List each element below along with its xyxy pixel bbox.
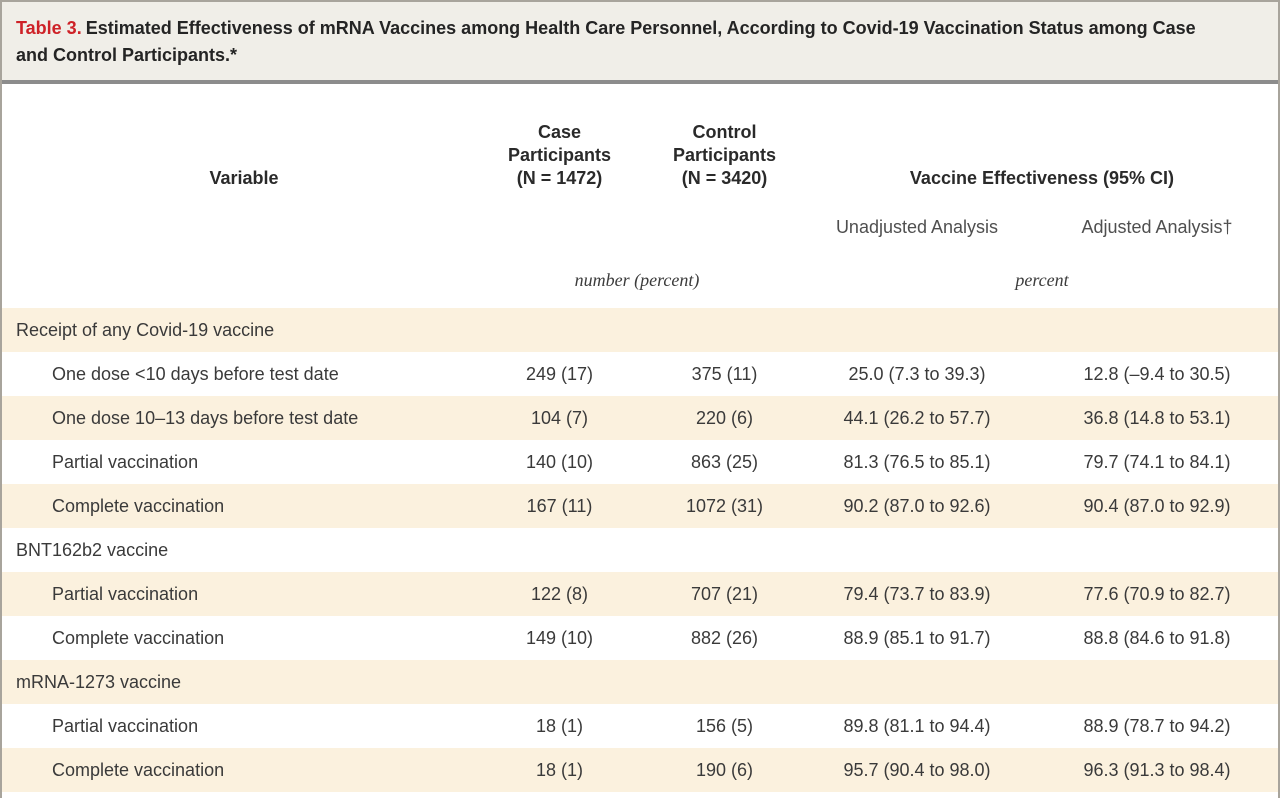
section-row: BNT162b2 vaccine	[2, 528, 1278, 572]
section-row-label: Receipt of any Covid-19 vaccine	[16, 319, 275, 340]
cell-control-participants: 707 (21)	[690, 583, 759, 604]
cell-unadjusted-effectiveness: 88.9 (85.1 to 91.7)	[843, 627, 991, 648]
section-row: mRNA-1273 vaccine	[2, 660, 1278, 704]
cell-adjusted-effectiveness: 90.4 (87.0 to 92.9)	[1083, 495, 1231, 516]
cell-variable: Partial vaccination	[52, 583, 199, 604]
column-header-vaccine-effectiveness: Vaccine Effectiveness (95% CI)	[909, 168, 1175, 188]
table-header-row: Variable Case Participants (N = 1472) Co…	[2, 84, 1278, 202]
cell-control-participants: 1072 (31)	[685, 495, 764, 516]
cell-variable: Complete vaccination	[52, 627, 225, 648]
cell-unadjusted-effectiveness: 90.2 (87.0 to 92.6)	[843, 495, 991, 516]
cell-control-participants: 375 (11)	[691, 363, 758, 384]
section-row-label: BNT162b2 vaccine	[16, 539, 169, 560]
cell-unadjusted-effectiveness: 25.0 (7.3 to 39.3)	[848, 363, 986, 384]
cell-control-participants: 863 (25)	[690, 451, 759, 472]
table-title-block: Table 3. Estimated Effectiveness of mRNA …	[2, 2, 1278, 84]
cell-case-participants: 104 (7)	[530, 407, 589, 428]
table-row: One dose 10–13 days before test date 104…	[2, 396, 1278, 440]
table-number-label: Table 3.	[16, 18, 82, 38]
cell-case-participants: 18 (1)	[535, 715, 584, 736]
cell-unadjusted-effectiveness: 95.7 (90.4 to 98.0)	[843, 759, 991, 780]
cell-unadjusted-effectiveness: 79.4 (73.7 to 83.9)	[843, 583, 991, 604]
column-header-control-participants: Control Participants (N = 3420)	[672, 122, 777, 188]
cell-unadjusted-effectiveness: 44.1 (26.2 to 57.7)	[843, 407, 991, 428]
cell-variable: Partial vaccination	[52, 451, 199, 472]
column-header-case-participants: Case Participants (N = 1472)	[507, 122, 612, 188]
cell-adjusted-effectiveness: 88.9 (78.7 to 94.2)	[1083, 715, 1231, 736]
table-row: One dose <10 days before test date 249 (…	[2, 352, 1278, 396]
cell-variable: Complete vaccination	[52, 495, 225, 516]
section-row-label: mRNA-1273 vaccine	[16, 671, 182, 692]
cell-case-participants: 167 (11)	[526, 495, 593, 516]
cell-control-participants: 190 (6)	[695, 759, 754, 780]
table-row: Complete vaccination 167 (11) 1072 (31) …	[2, 484, 1278, 528]
cell-variable: One dose <10 days before test date	[52, 363, 339, 384]
section-row: Receipt of any Covid-19 vaccine	[2, 308, 1278, 352]
table-row: Partial vaccination 140 (10) 863 (25) 81…	[2, 440, 1278, 484]
cell-adjusted-effectiveness: 12.8 (–9.4 to 30.5)	[1083, 363, 1231, 384]
units-label-percent: percent	[1015, 269, 1069, 290]
cell-control-participants: 156 (5)	[695, 715, 754, 736]
cell-case-participants: 140 (10)	[525, 451, 594, 472]
cell-unadjusted-effectiveness: 81.3 (76.5 to 85.1)	[843, 451, 991, 472]
table-title-text: Estimated Effectiveness of mRNA Vaccines…	[16, 18, 1196, 65]
cell-case-participants: 149 (10)	[525, 627, 594, 648]
cell-case-participants: 122 (8)	[530, 583, 589, 604]
cell-control-participants: 882 (26)	[690, 627, 759, 648]
cell-case-participants: 18 (1)	[535, 759, 584, 780]
cell-control-participants: 220 (6)	[695, 407, 754, 428]
units-label-number-percent: number (percent)	[574, 269, 700, 290]
table-body: Receipt of any Covid-19 vaccine One dose…	[2, 308, 1278, 792]
cell-adjusted-effectiveness: 36.8 (14.8 to 53.1)	[1083, 407, 1231, 428]
cell-adjusted-effectiveness: 96.3 (91.3 to 98.4)	[1083, 759, 1231, 780]
column-subheader-unadjusted-analysis: Unadjusted Analysis	[835, 216, 999, 237]
cell-adjusted-effectiveness: 79.7 (74.1 to 84.1)	[1083, 451, 1231, 472]
table-title: Table 3. Estimated Effectiveness of mRNA …	[16, 15, 1206, 69]
table-row: Complete vaccination 149 (10) 882 (26) 8…	[2, 616, 1278, 660]
table-subheader-row: Unadjusted Analysis Adjusted Analysis†	[2, 202, 1278, 252]
cell-adjusted-effectiveness: 88.8 (84.6 to 91.8)	[1083, 627, 1231, 648]
table-row: Partial vaccination 122 (8) 707 (21) 79.…	[2, 572, 1278, 616]
column-subheader-adjusted-analysis: Adjusted Analysis†	[1081, 216, 1233, 237]
cell-adjusted-effectiveness: 77.6 (70.9 to 82.7)	[1083, 583, 1231, 604]
table-row: Partial vaccination 18 (1) 156 (5) 89.8 …	[2, 704, 1278, 748]
cell-variable: Complete vaccination	[52, 759, 225, 780]
table-units-row: number (percent) percent	[2, 252, 1278, 308]
column-header-variable: Variable	[209, 168, 279, 188]
table-row: Complete vaccination 18 (1) 190 (6) 95.7…	[2, 748, 1278, 792]
cell-variable: Partial vaccination	[52, 715, 199, 736]
cell-variable: One dose 10–13 days before test date	[52, 407, 359, 428]
cell-unadjusted-effectiveness: 89.8 (81.1 to 94.4)	[843, 715, 991, 736]
cell-case-participants: 249 (17)	[525, 363, 594, 384]
